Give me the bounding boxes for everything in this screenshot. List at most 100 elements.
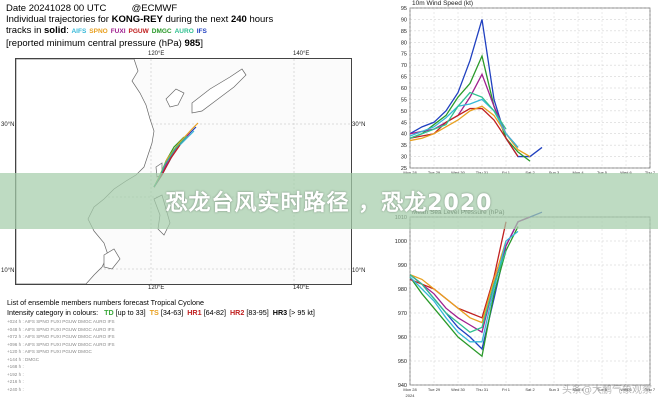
legend-row: +096 h : AIFS SPNO FUXI PGUW DMGC AURO I… xyxy=(7,341,115,347)
series-line xyxy=(409,250,507,333)
pressure-suffix: ] xyxy=(200,37,203,49)
lat-label-10-right: 10°N xyxy=(352,268,366,274)
pressure-prefix: [reported minimum central pressure (hPa) xyxy=(6,37,182,49)
category-hr1-range: [64-82] xyxy=(201,307,226,317)
series-line xyxy=(409,107,519,157)
series-line xyxy=(409,19,543,158)
x-tick-label: Tue 29 xyxy=(428,170,441,175)
x-tick-label: Thu 31 xyxy=(476,387,489,392)
category-hr1-label: HR1 xyxy=(187,307,202,317)
x-tick-label: Sat 2 xyxy=(525,387,535,392)
lat-label-10-left: 10°N xyxy=(1,268,15,274)
x-tick-label: Tue 5 xyxy=(597,387,608,392)
y-tick-label: 1000 xyxy=(395,239,407,245)
header-line-3: tracks in solid: AIFS SPNO FUXI PGUW DMGC AUR… xyxy=(6,25,273,37)
x-tick-label: Mon 28 xyxy=(403,170,417,175)
y-tick-label: 65 xyxy=(401,75,407,81)
title-suffix: hours xyxy=(249,14,274,26)
legend-row: +168 h : xyxy=(7,364,24,369)
y-tick-label: 85 xyxy=(401,29,407,35)
legend-row: +240 h : xyxy=(7,386,24,392)
y-tick-label: 50 xyxy=(401,109,407,115)
title-prefix: Individual trajectories for xyxy=(6,14,109,26)
category-ts-label: TS xyxy=(149,307,159,317)
title-banner: 恐龙台风实时路径 ，恐龙2020 xyxy=(0,173,658,229)
model-pguw: PGUW xyxy=(128,28,149,36)
header-line-1: Date 20241028 00 UTC @ECMWF xyxy=(6,3,273,14)
category-ts-range: [34-63] xyxy=(158,307,184,317)
x-tick-label: Mon 28 xyxy=(403,387,417,392)
pressure-value: 985 xyxy=(184,37,201,49)
intensity-prefix: Intensity category in colours: xyxy=(7,307,99,317)
y-tick-label: 45 xyxy=(401,120,407,126)
lat-label-30-right: 30°N xyxy=(352,122,366,128)
y-tick-label: 35 xyxy=(401,143,407,149)
category-td-label: TD xyxy=(104,307,114,317)
coastlines xyxy=(16,59,247,284)
series-line xyxy=(409,226,519,358)
legend-row: +216 h : xyxy=(7,379,24,384)
y-tick-label: 960 xyxy=(398,335,407,341)
x-tick-label: Thu 31 xyxy=(476,170,489,175)
x-tick-label: Wed 30 xyxy=(451,170,465,175)
x-tick-label: Sun 3 xyxy=(549,387,560,392)
x-tick-label: Sat 2 xyxy=(525,170,535,175)
category-hr3-range: [> 95 kt] xyxy=(287,307,315,317)
watermark: 头条@大鹏气象观察 xyxy=(562,385,652,396)
wind-speed-chart: 10m Wind Speed (kt) 25 30 35 40 45 50 55 60 65 70 7… xyxy=(401,0,656,175)
model-fuxi: FUXI xyxy=(110,28,126,36)
legend-row: +024 h : AIFS SPNO FUXI PGUW DMGC AURO I… xyxy=(7,319,115,324)
legend-row: +120 h : AIFS SPNO FUXI PGUW DMGC xyxy=(7,349,92,354)
banner-text: 恐龙台风实时路径 ，恐龙2020 xyxy=(165,191,493,216)
y-tick-label: 980 xyxy=(398,287,407,293)
x-tick-label: Wed 6 xyxy=(620,387,632,392)
series-line xyxy=(409,98,519,148)
y-tick-label: 970 xyxy=(398,311,407,317)
forecast-hours: 240 xyxy=(230,14,247,26)
model-spno: SPNO xyxy=(89,28,108,36)
trajectory-map xyxy=(15,58,352,285)
organization-label: @ECMWF xyxy=(131,3,178,14)
intensity-category-list: TD [up to 33] TS [34-63] HR1 [64-82] HR2 [8… xyxy=(100,308,315,317)
series-line xyxy=(409,91,507,139)
legend-row: +048 h : AIFS SPNO FUXI PGUW DMGC AURO I… xyxy=(7,326,115,332)
korea-peninsula xyxy=(165,88,185,108)
y-tick-label: 55 xyxy=(401,97,407,103)
japan-islands xyxy=(191,68,247,114)
pressure-chart: Mean Sea Level Pressure (hPa)94095096097… xyxy=(395,209,656,398)
chart-header: Date 20241028 00 UTC @ECMWF Individual t… xyxy=(6,3,273,49)
header-line-4: [reported minimum central pressure (hPa)… xyxy=(6,38,273,49)
lon-label-140-bottom: 140°E xyxy=(293,285,310,291)
series-line xyxy=(409,240,507,324)
model-ifs: IFS xyxy=(196,28,207,36)
y-tick-label: 90 xyxy=(401,17,407,23)
hainan-area xyxy=(103,248,121,270)
map-grid xyxy=(16,59,351,284)
storm-name: KONG-REY xyxy=(111,14,163,26)
x-year-label: 2024 xyxy=(406,393,416,398)
x-tick-label: Sun 3 xyxy=(549,170,560,175)
y-tick-label: 990 xyxy=(398,263,407,269)
footer-line-2: Intensity category in colours: TD [up to… xyxy=(7,308,315,318)
model-list: AIFS SPNO FUXI PGUW DMGC AURO IFS xyxy=(71,25,209,36)
ensemble-legend: +024 h : AIFS SPNO FUXI PGUW DMGC AURO I… xyxy=(7,318,115,393)
y-tick-label: 75 xyxy=(401,52,407,58)
tracks-solid: solid xyxy=(44,25,67,37)
x-tick-label: Tue 29 xyxy=(428,387,441,392)
x-tick-label: Wed 6 xyxy=(620,170,632,175)
y-tick-label: 70 xyxy=(401,63,407,69)
map-footer: List of ensemble members numbers forecas… xyxy=(7,298,315,317)
y-tick-label: 950 xyxy=(398,359,407,365)
category-hr3-label: HR3 xyxy=(272,307,288,317)
model-aifs: AIFS xyxy=(71,28,87,36)
legend-row: +072 h : AIFS SPNO FUXI PGUW DMGC AURO I… xyxy=(7,334,115,339)
series-line xyxy=(409,230,519,343)
series-line xyxy=(409,53,531,162)
y-tick-label: 60 xyxy=(401,86,407,92)
x-tick-label: Tue 5 xyxy=(597,170,608,175)
lon-label-140-top: 140°E xyxy=(293,51,310,57)
y-tick-label: 25 xyxy=(401,166,407,172)
category-hr2-label: HR2 xyxy=(229,307,245,317)
legend-row: +144 h : DMGC xyxy=(7,356,40,362)
x-tick-label: Fri 1 xyxy=(502,387,511,392)
